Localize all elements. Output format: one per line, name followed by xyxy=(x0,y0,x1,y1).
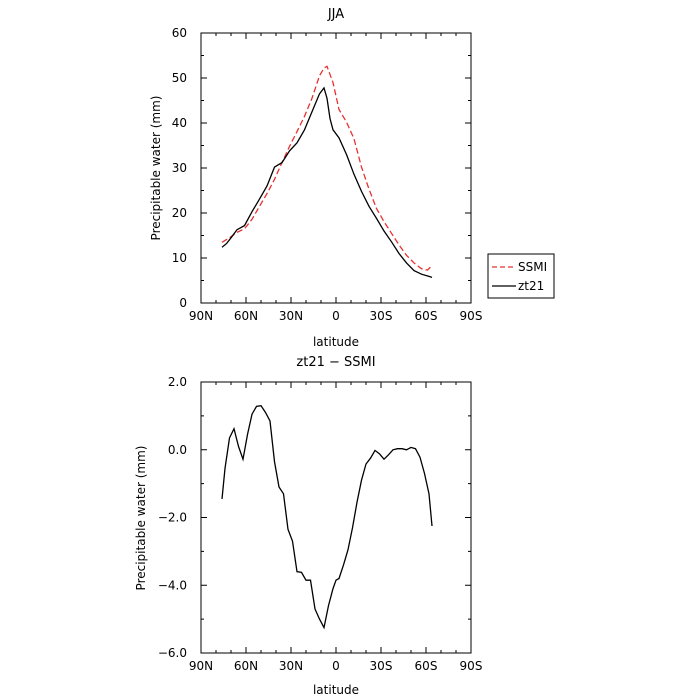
series-line xyxy=(221,404,433,630)
x-tick-label: 0 xyxy=(332,659,340,673)
y-axis-label: Precipitable water (mm) xyxy=(149,96,163,241)
y-tick-label: 20 xyxy=(172,206,187,220)
x-tick-label: 60N xyxy=(234,659,258,673)
x-tick-label: 60S xyxy=(415,659,438,673)
x-tick-label: 90S xyxy=(460,309,483,323)
y-tick-label: 0.0 xyxy=(168,443,187,457)
x-tick-label: 30N xyxy=(279,309,303,323)
y-tick-label: 50 xyxy=(172,71,187,85)
x-tick-label: 30S xyxy=(370,309,393,323)
y-tick-label: −6.0 xyxy=(158,646,187,660)
x-axis-label: latitude xyxy=(313,335,359,349)
series-line-zt21 xyxy=(221,86,433,279)
legend-label-ssmi: SSMI xyxy=(518,260,547,274)
x-axis-label: latitude xyxy=(313,683,359,697)
series-line-ssmi xyxy=(221,65,433,271)
y-tick-label: −2.0 xyxy=(158,511,187,525)
chart-panel-jja: JJA 90N 60N 30N 0 30S 60S 90S 0 10 20 30 40 50 60 la… xyxy=(149,7,555,349)
chart-panel-difference: zt21 − SSMI 90N 60N 30N 0 30S 60S 90S −6.0 −4.0… xyxy=(134,355,482,697)
x-tick-label: 30S xyxy=(370,659,393,673)
chart-title: JJA xyxy=(327,7,344,22)
y-axis-label: Precipitable water (mm) xyxy=(134,446,148,591)
x-tick-label: 0 xyxy=(332,309,340,323)
legend-box xyxy=(487,253,555,299)
y-tick-label: 40 xyxy=(172,116,187,130)
y-tick-label: −4.0 xyxy=(158,578,187,592)
x-tick-label: 30N xyxy=(279,659,303,673)
legend-label-zt21: zt21 xyxy=(518,279,544,293)
x-tick-label: 90N xyxy=(189,309,213,323)
y-tick-label: 0 xyxy=(179,296,187,310)
x-tick-label: 60N xyxy=(234,309,258,323)
legend: SSMI zt21 xyxy=(487,253,555,299)
y-tick-label: 2.0 xyxy=(168,375,187,389)
y-tick-label: 30 xyxy=(172,161,187,175)
x-tick-label: 90N xyxy=(189,659,213,673)
x-tick-label: 90S xyxy=(460,659,483,673)
plot-frame xyxy=(200,381,472,654)
plot-frame xyxy=(200,32,472,304)
chart-title: zt21 − SSMI xyxy=(296,355,375,370)
y-tick-label: 60 xyxy=(172,26,187,40)
x-tick-label: 60S xyxy=(415,309,438,323)
y-tick-label: 10 xyxy=(172,251,187,265)
